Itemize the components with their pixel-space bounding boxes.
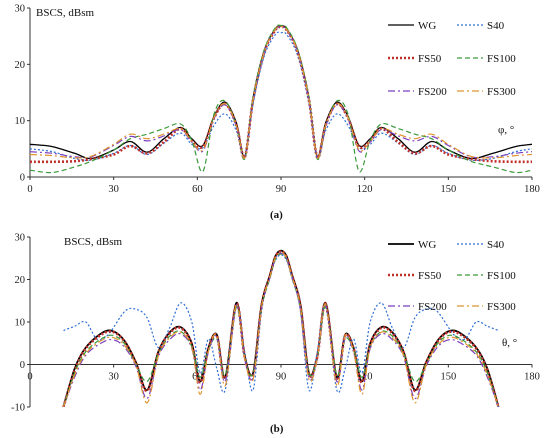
x-tick-label: 180 xyxy=(524,184,540,195)
legend-label-fs300: FS300 xyxy=(487,301,516,313)
ylabel-a: BSCS, dBsm xyxy=(36,7,95,19)
x-tick-label: 30 xyxy=(108,372,119,383)
series-line-fs300 xyxy=(62,251,500,407)
legend-label-fs200: FS200 xyxy=(418,86,447,98)
legend-label-fs50: FS50 xyxy=(418,53,442,65)
legend-label-fs300: FS300 xyxy=(487,86,516,98)
legend-label-fs50: FS50 xyxy=(418,270,442,282)
legend-label-fs200: FS200 xyxy=(418,301,447,313)
x-tick-label: 60 xyxy=(192,372,203,383)
series-line-fs50 xyxy=(30,25,532,164)
y-tick-label: 10 xyxy=(15,116,26,127)
y-tick-label: 30 xyxy=(15,4,26,15)
series-line-fs100 xyxy=(30,24,532,174)
series-line-fs300 xyxy=(30,25,532,159)
legend-label-s40: S40 xyxy=(487,20,505,32)
y-tick-label: 0 xyxy=(20,360,25,371)
caption-a: (a) xyxy=(270,209,283,221)
xlabel-b: θ, ° xyxy=(502,337,517,349)
series-line-fs50 xyxy=(62,250,500,407)
axes-a: 0 10 20 30 0 30 60 90 120 150 180 xyxy=(15,4,540,196)
series-group-a xyxy=(30,24,532,174)
x-tick-label: 0 xyxy=(27,372,32,383)
legend-label-s40: S40 xyxy=(487,239,505,251)
ylabel-b: BSCS, dBsm xyxy=(64,236,123,248)
x-tick-label: 90 xyxy=(276,184,287,195)
x-tick-label: 90 xyxy=(276,372,287,383)
legend-label-wg: WG xyxy=(418,239,436,251)
legend-b: WG S40 FS50 FS100 FS200 FS300 xyxy=(388,239,516,313)
y-tick-label: -10 xyxy=(11,403,25,414)
y-tick-label: 30 xyxy=(15,233,26,244)
y-tick-label: 20 xyxy=(15,60,26,71)
y-tick-label: 20 xyxy=(15,275,26,286)
series-line-wg xyxy=(30,25,532,160)
legend-label-fs100: FS100 xyxy=(487,53,516,65)
xlabel-a: φ, ° xyxy=(498,124,514,136)
y-tick-label: 0 xyxy=(20,173,25,184)
legend-label-wg: WG xyxy=(418,20,436,32)
series-line-fs200 xyxy=(30,26,532,159)
legend-a: WG S40 FS50 FS100 FS200 FS300 xyxy=(388,20,516,98)
series-line-fs100 xyxy=(62,253,500,407)
x-tick-label: 30 xyxy=(108,184,119,195)
x-tick-label: 150 xyxy=(440,372,456,383)
caption-b: (b) xyxy=(270,423,284,435)
legend-label-fs100: FS100 xyxy=(487,270,516,282)
y-tick-label: 10 xyxy=(15,318,26,329)
x-tick-label: 180 xyxy=(524,372,540,383)
x-tick-label: 0 xyxy=(27,184,32,195)
x-tick-label: 60 xyxy=(192,184,203,195)
series-group-b xyxy=(62,249,500,407)
x-tick-label: 150 xyxy=(440,184,456,195)
series-line-s40 xyxy=(30,31,532,161)
x-tick-label: 120 xyxy=(357,184,373,195)
